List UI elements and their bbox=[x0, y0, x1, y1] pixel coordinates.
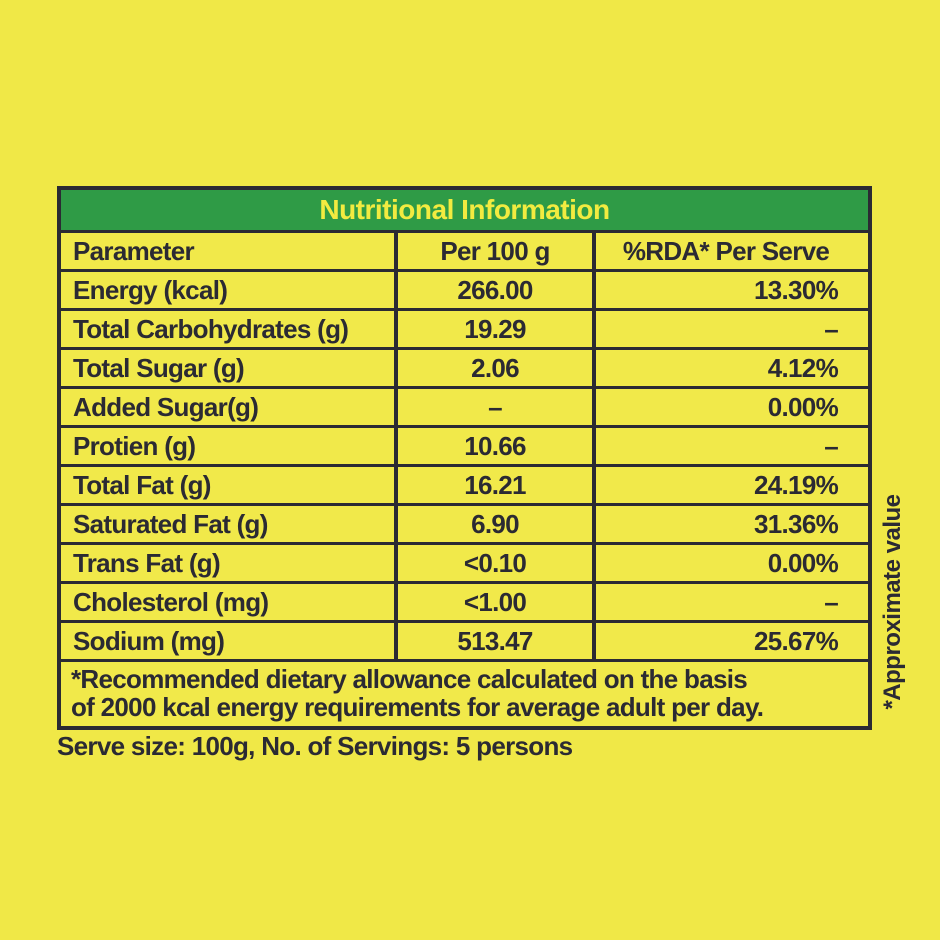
per100-cell: 19.29 bbox=[398, 311, 596, 347]
rda-cell: 13.30% bbox=[754, 274, 839, 305]
table-row-saturated-fat: Saturated Fat (g) 6.90 31.36% bbox=[61, 506, 868, 545]
rda-footnote: *Recommended dietary allowance calculate… bbox=[61, 662, 868, 726]
serve-size-info: Serve size: 100g, No. of Servings: 5 per… bbox=[57, 731, 573, 761]
per100-cell: – bbox=[398, 389, 596, 425]
rda-cell: 25.67% bbox=[754, 625, 839, 656]
param-cell: Total Sugar (g) bbox=[61, 350, 398, 386]
table-row-protein: Protien (g) 10.66 – bbox=[61, 428, 868, 467]
param-cell: Added Sugar(g) bbox=[61, 389, 398, 425]
param-cell: Protien (g) bbox=[61, 428, 398, 464]
per100-cell: 16.21 bbox=[398, 467, 596, 503]
rda-cell: 24.19% bbox=[754, 469, 839, 500]
param-cell: Total Carbohydrates (g) bbox=[61, 311, 398, 347]
table-row-total-fat: Total Fat (g) 16.21 24.19% bbox=[61, 467, 868, 506]
per100-cell: 513.47 bbox=[398, 623, 596, 659]
table-row-energy: Energy (kcal) 266.00 13.30% bbox=[61, 272, 868, 311]
approximate-value-note: *Approximate value bbox=[879, 494, 906, 710]
param-cell: Sodium (mg) bbox=[61, 623, 398, 659]
per100-cell: 10.66 bbox=[398, 428, 596, 464]
rda-cell: 0.00% bbox=[767, 391, 839, 422]
param-cell: Total Fat (g) bbox=[61, 467, 398, 503]
per100-cell: 2.06 bbox=[398, 350, 596, 386]
param-cell: Trans Fat (g) bbox=[61, 545, 398, 581]
param-cell: Cholesterol (mg) bbox=[61, 584, 398, 620]
param-cell: Energy (kcal) bbox=[61, 272, 398, 308]
per100-cell: <0.10 bbox=[398, 545, 596, 581]
table-row-added-sugar: Added Sugar(g) – 0.00% bbox=[61, 389, 868, 428]
table-header-row: Parameter Per 100 g %RDA* Per Serve bbox=[61, 233, 868, 272]
rda-cell: 4.12% bbox=[767, 352, 839, 383]
header-rda-per-serve: %RDA* Per Serve bbox=[622, 235, 830, 266]
param-cell: Saturated Fat (g) bbox=[61, 506, 398, 542]
per100-cell: <1.00 bbox=[398, 584, 596, 620]
table-row-sodium: Sodium (mg) 513.47 25.67% bbox=[61, 623, 868, 662]
rda-cell: – bbox=[824, 313, 838, 344]
rda-cell: 0.00% bbox=[767, 547, 839, 578]
table-row-cholesterol: Cholesterol (mg) <1.00 – bbox=[61, 584, 868, 623]
table-row-trans-fat: Trans Fat (g) <0.10 0.00% bbox=[61, 545, 868, 584]
table-row-total-sugar: Total Sugar (g) 2.06 4.12% bbox=[61, 350, 868, 389]
table-row-total-carbohydrates: Total Carbohydrates (g) 19.29 – bbox=[61, 311, 868, 350]
rda-footnote-line1: *Recommended dietary allowance calculate… bbox=[71, 664, 748, 694]
rda-cell: 31.36% bbox=[754, 508, 839, 539]
rda-cell: – bbox=[824, 430, 838, 461]
nutrition-table: Nutritional Information Parameter Per 10… bbox=[57, 186, 872, 730]
per100-cell: 6.90 bbox=[398, 506, 596, 542]
rda-cell: – bbox=[824, 586, 838, 617]
per100-cell: 266.00 bbox=[398, 272, 596, 308]
rda-footnote-line2: of 2000 kcal energy requirements for ave… bbox=[71, 692, 764, 722]
table-title: Nutritional Information bbox=[61, 190, 868, 233]
header-parameter: Parameter bbox=[61, 233, 398, 269]
header-per-100g: Per 100 g bbox=[398, 233, 596, 269]
